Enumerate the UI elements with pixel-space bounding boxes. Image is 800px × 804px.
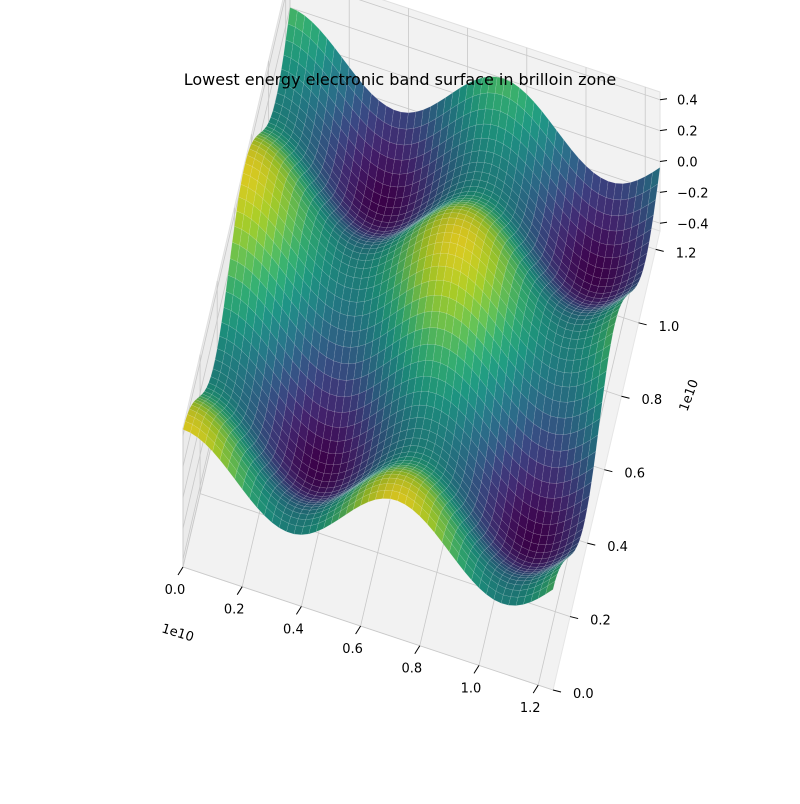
surface-patch	[600, 343, 612, 363]
y-tick	[621, 395, 630, 399]
x-tick	[355, 625, 362, 635]
y-tick	[655, 248, 664, 252]
z-tick	[659, 129, 668, 132]
y-offset-label: 1e10	[677, 378, 702, 414]
surface-patch	[566, 547, 577, 557]
surface-patch	[575, 519, 586, 534]
y-tick	[552, 689, 562, 693]
y-tick-label: 0.4	[607, 540, 628, 555]
y-tick	[638, 322, 647, 326]
y-tick-label: 1.2	[676, 246, 697, 261]
surface-patch	[549, 568, 560, 580]
y-tick-label: 1.0	[659, 320, 680, 335]
z-tick-label: −0.4	[677, 217, 709, 232]
z-tick-label: 0.4	[677, 94, 698, 109]
x-tick-label: 0.6	[342, 642, 363, 657]
surface-patch	[645, 199, 656, 221]
surface-patch	[630, 276, 642, 288]
z-tick	[659, 98, 668, 101]
surface-patch	[618, 294, 629, 302]
surface-patch	[577, 508, 588, 525]
z-tick-label: 0.2	[677, 125, 698, 140]
surface-patch	[560, 555, 571, 563]
y-tick	[569, 616, 579, 620]
surface-patch	[570, 536, 582, 548]
z-tick-label: −0.2	[677, 186, 709, 201]
x-tick	[177, 566, 184, 576]
surface-patch	[554, 561, 564, 570]
y-tick	[604, 469, 613, 473]
surface-patch	[596, 370, 607, 392]
surface-patch	[616, 296, 626, 305]
surface-patch	[607, 314, 618, 329]
surface-patch	[626, 285, 637, 294]
x-tick-label: 0.8	[401, 662, 422, 677]
surface-patch	[545, 580, 556, 595]
x-tick	[414, 645, 421, 654]
z-tick	[659, 190, 668, 193]
x-tick-label: 0.0	[165, 583, 186, 598]
x-offset-label: 1e10	[160, 621, 196, 645]
surface	[182, 7, 661, 606]
chart-title: Lowest energy electronic band surface in…	[183, 70, 617, 89]
x-tick	[295, 606, 302, 615]
z-tick-label: 0.0	[677, 156, 698, 171]
x-tick	[473, 665, 480, 674]
x-tick	[236, 586, 243, 595]
y-tick-label: 0.6	[624, 467, 645, 482]
z-tick	[659, 160, 668, 162]
surface-patch	[564, 551, 575, 559]
surface-patch	[573, 528, 584, 542]
surface-patch	[556, 559, 566, 567]
y-tick-label: 0.0	[573, 687, 594, 702]
x-tick	[532, 684, 539, 694]
gridline-z	[182, 0, 661, 436]
surface-patch	[562, 553, 573, 561]
surface-patch	[611, 303, 622, 314]
x-tick-label: 1.2	[520, 701, 541, 716]
y-tick	[587, 542, 596, 546]
surface-patch	[603, 332, 614, 350]
surface-patch	[588, 434, 599, 457]
x-tick-label: 0.4	[283, 622, 304, 637]
x-tick-label: 0.2	[224, 603, 245, 618]
surface-patch	[592, 401, 603, 424]
surface-patch	[641, 228, 652, 247]
surface-patch	[568, 542, 580, 553]
y-tick-label: 0.8	[641, 393, 662, 408]
y-tick-label: 0.2	[590, 614, 611, 629]
z-tick	[659, 221, 668, 224]
x-tick-label: 1.0	[461, 681, 482, 696]
surface-patch	[639, 241, 650, 259]
surface-patch	[551, 564, 562, 574]
